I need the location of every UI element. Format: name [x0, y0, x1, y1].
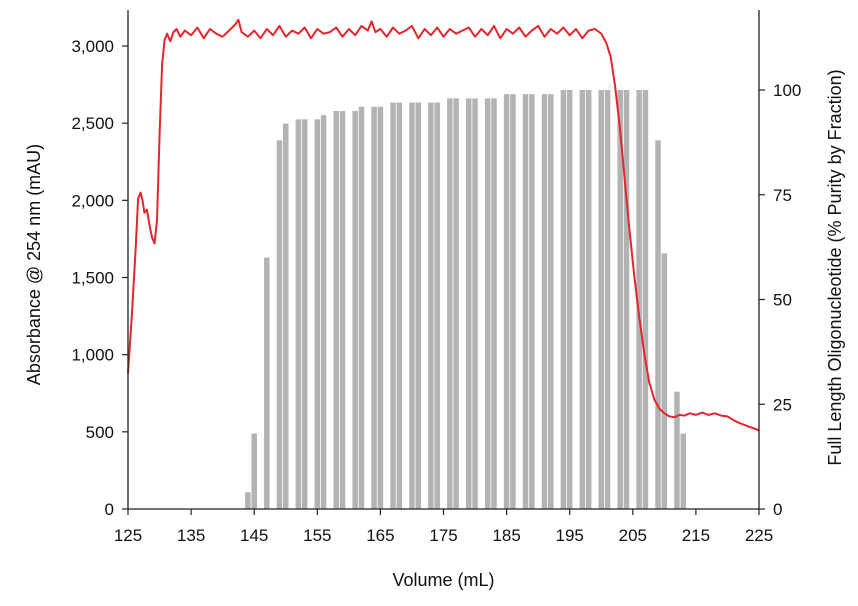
fraction-bar [396, 102, 403, 509]
x-tick-label: 165 [366, 526, 394, 545]
fraction-bar [617, 90, 623, 509]
y-left-tick-label: 500 [86, 423, 114, 442]
fraction-bar [680, 433, 687, 509]
y-left-tick-label: 1,500 [71, 269, 114, 288]
fraction-bar [390, 102, 396, 509]
fraction-bar [276, 140, 283, 509]
absorbance-line [127, 18, 760, 432]
y-right-tick-label: 0 [773, 500, 782, 519]
y-right-tick-label: 50 [773, 291, 792, 310]
fraction-bar [529, 94, 535, 509]
fraction-bar [655, 140, 661, 509]
fraction-bar [320, 115, 327, 509]
x-tick-label: 205 [619, 526, 647, 545]
fraction-bar [579, 90, 586, 509]
fraction-bar [314, 119, 321, 509]
x-axis-title: Volume (mL) [392, 570, 494, 590]
fraction-bar [377, 106, 384, 509]
y-right-tick-label: 100 [773, 81, 801, 100]
fraction-bar [503, 94, 510, 509]
y-left-tick-label: 1,000 [71, 346, 114, 365]
fraction-bar [674, 391, 680, 509]
fraction-bar [264, 257, 270, 509]
fraction-bar [428, 102, 434, 509]
fraction-bar [623, 90, 630, 509]
y-right-tick-label: 25 [773, 395, 792, 414]
y-left-tick-label: 0 [105, 500, 114, 519]
fraction-bar [566, 90, 573, 509]
x-tick-label: 195 [556, 526, 584, 545]
fraction-bar [447, 98, 453, 509]
fraction-bar [541, 94, 548, 509]
x-tick-label: 145 [240, 526, 268, 545]
fraction-bar [301, 119, 308, 509]
fraction-bar [409, 102, 415, 509]
fraction-bar [598, 90, 604, 509]
fraction-bar [642, 90, 649, 509]
fraction-bar [245, 492, 251, 509]
fraction-bar [358, 106, 365, 509]
fraction-bar [434, 102, 440, 509]
x-tick-label: 215 [682, 526, 710, 545]
fraction-bar [472, 98, 478, 509]
fraction-bar [283, 123, 289, 510]
fraction-bar [352, 110, 358, 509]
fraction-bar [339, 110, 346, 509]
x-tick-label: 155 [303, 526, 331, 545]
line-layer [127, 18, 760, 432]
fraction-bar [415, 102, 422, 509]
y-left-tick-label: 3,000 [71, 37, 114, 56]
fraction-bar [453, 98, 459, 509]
bars-layer [245, 90, 687, 510]
fraction-bar [510, 94, 516, 509]
fraction-bar [465, 98, 472, 509]
y-left-tick-label: 2,000 [71, 191, 114, 210]
fraction-bar [295, 119, 302, 509]
fraction-bar [560, 90, 567, 509]
fraction-bar [522, 94, 529, 509]
fraction-bar [333, 110, 339, 509]
fraction-bar [548, 94, 554, 509]
x-tick-label: 185 [492, 526, 520, 545]
x-tick-label: 175 [429, 526, 457, 545]
x-tick-label: 135 [177, 526, 205, 545]
fraction-bar [585, 90, 592, 509]
y-right-axis-title: Full Length Oligonucleotide (% Purity by… [825, 69, 845, 465]
fraction-bar [251, 433, 257, 509]
y-left-axis-title: Absorbance @ 254 nm (mAU) [24, 144, 44, 385]
y-left-tick-label: 2,500 [71, 114, 114, 133]
ticks-layer: 125 135 145 155 165 175 185 195 205 215 22505001,0… [71, 37, 801, 545]
fraction-bar [491, 98, 497, 509]
x-tick-label: 125 [114, 526, 142, 545]
fraction-bar [636, 90, 642, 509]
y-right-tick-label: 75 [773, 186, 792, 205]
fraction-bar [371, 106, 377, 509]
fraction-bar [661, 253, 668, 509]
fraction-bar [604, 90, 611, 509]
fraction-bar [484, 98, 491, 509]
x-tick-label: 225 [745, 526, 773, 545]
